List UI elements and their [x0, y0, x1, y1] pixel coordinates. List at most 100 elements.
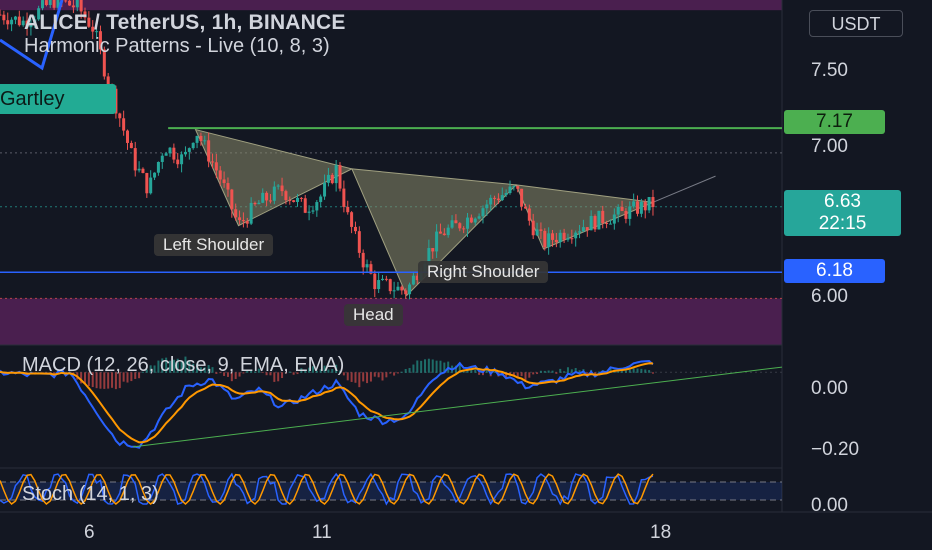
candle-body [79, 0, 83, 12]
macd-histogram-bar [505, 372, 508, 378]
candle-body [639, 201, 643, 214]
macd-histogram-bar [427, 358, 430, 373]
candle-body [643, 201, 647, 211]
macd-histogram-bar [265, 372, 268, 376]
candle-body [191, 142, 195, 149]
candle-body [512, 186, 516, 188]
macd-histogram-bar [292, 372, 295, 375]
macd-histogram-bar [339, 370, 342, 373]
candle-body [133, 148, 137, 171]
macd-histogram-bar [640, 368, 643, 373]
macd-histogram-bar [609, 367, 612, 373]
candle-body [558, 232, 562, 243]
candle-body [68, 0, 72, 6]
macd-histogram-bar [207, 365, 210, 373]
candle-body [29, 23, 33, 28]
candle-body [126, 130, 130, 143]
candle-body [129, 142, 133, 149]
macd-histogram-bar [377, 372, 380, 378]
candle-body [628, 206, 632, 219]
macd-histogram-bar [138, 372, 141, 379]
candle-body [195, 135, 199, 143]
stoch-k-line [0, 472, 654, 506]
macd-histogram-bar [277, 372, 280, 382]
macd-histogram-bar [543, 370, 546, 373]
macd-histogram-bar [134, 372, 137, 379]
macd-histogram-bar [358, 372, 361, 388]
candle-body [435, 231, 439, 252]
head-label: Head [344, 304, 403, 326]
candle-body [489, 197, 493, 205]
candle-body [608, 223, 612, 225]
macd-histogram-bar [331, 368, 334, 373]
macd-histogram-bar [512, 372, 515, 377]
candle-body [222, 179, 226, 184]
candle-body [415, 275, 419, 281]
macd-histogram-bar [203, 367, 206, 373]
currency-button[interactable]: USDT [809, 10, 903, 37]
candle-body [636, 201, 640, 214]
price-tag-6.18: 6.18 [784, 259, 885, 283]
candle-body [17, 16, 21, 26]
price-tag-current: 6.63 22:15 [784, 190, 901, 236]
candle-body [87, 17, 91, 27]
macd-histogram-bar [184, 356, 187, 373]
macd-histogram-bar [169, 360, 172, 373]
candle-body [361, 252, 365, 268]
candle-body [388, 279, 392, 292]
candle-body [21, 20, 25, 26]
macd-histogram-bar [493, 371, 496, 373]
macd-histogram-bar [234, 372, 237, 379]
candle-body [400, 286, 404, 291]
candle-body [64, 0, 68, 2]
candle-body [160, 155, 164, 162]
candle-body [299, 197, 303, 199]
macd-histogram-bar [536, 372, 539, 375]
candle-body [145, 173, 149, 194]
candle-body [257, 202, 261, 205]
macd-histogram-bar [563, 371, 566, 373]
macd-histogram-bar [141, 371, 144, 373]
candle-body [520, 188, 524, 207]
candle-body [98, 31, 102, 50]
macd-histogram-bar [80, 372, 83, 384]
macd-histogram-bar [223, 372, 226, 376]
macd-histogram-bar [354, 372, 357, 383]
candle-body [238, 217, 242, 221]
candle-body [365, 264, 369, 268]
candle-body [280, 185, 284, 192]
candle-body [261, 192, 265, 203]
candle-body [75, 0, 79, 8]
macd-histogram-bar [381, 372, 384, 381]
macd-histogram-bar [304, 370, 307, 373]
candle-body [438, 231, 442, 234]
macd-histogram-bar [122, 372, 125, 382]
macd-histogram-bar [439, 360, 442, 373]
candle-body [137, 168, 141, 171]
candle-body [562, 232, 566, 240]
macd-histogram-bar [219, 372, 222, 374]
candle-body [612, 214, 616, 224]
candle-body [539, 229, 543, 231]
macd-histogram-bar [458, 364, 461, 373]
candle-body [620, 206, 624, 211]
macd-histogram-bar [566, 367, 569, 373]
macd-histogram-bar [284, 372, 287, 374]
candle-body [226, 183, 230, 190]
macd-histogram-bar [524, 372, 527, 381]
macd-histogram-bar [95, 372, 98, 389]
candle-body [141, 168, 145, 174]
macd-histogram-bar [161, 358, 164, 373]
candle-body [624, 210, 628, 219]
candle-body [632, 201, 636, 207]
candle-body [593, 216, 597, 230]
candle-body [384, 278, 388, 280]
candle-body [180, 154, 184, 165]
macd-histogram-bar [114, 372, 117, 390]
macd-histogram-bar [547, 370, 550, 373]
macd-histogram-bar [651, 372, 654, 374]
candle-body [342, 188, 346, 207]
candle-body [245, 221, 249, 224]
macd-histogram-bar [570, 369, 573, 373]
